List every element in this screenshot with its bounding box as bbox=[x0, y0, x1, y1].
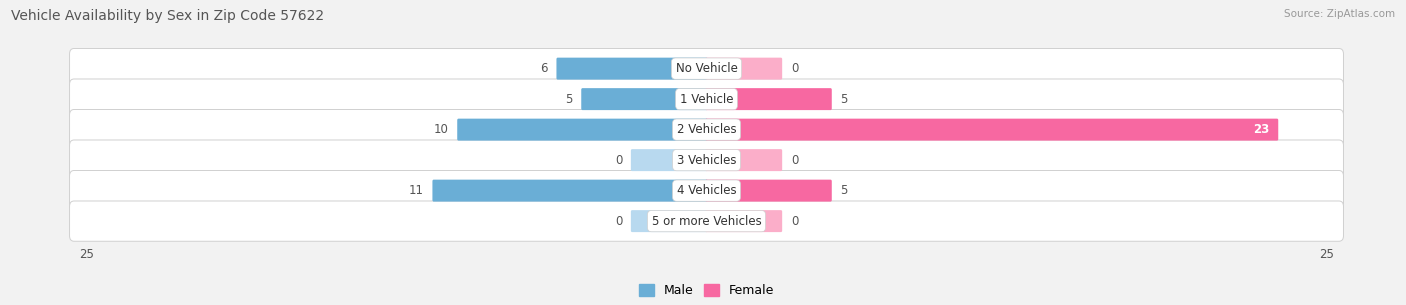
Text: No Vehicle: No Vehicle bbox=[675, 62, 738, 75]
FancyBboxPatch shape bbox=[557, 58, 707, 80]
FancyBboxPatch shape bbox=[581, 88, 707, 110]
FancyBboxPatch shape bbox=[706, 58, 782, 80]
Text: 5 or more Vehicles: 5 or more Vehicles bbox=[651, 215, 762, 228]
FancyBboxPatch shape bbox=[69, 140, 1344, 180]
FancyBboxPatch shape bbox=[69, 48, 1344, 89]
FancyBboxPatch shape bbox=[631, 210, 707, 232]
FancyBboxPatch shape bbox=[706, 149, 782, 171]
FancyBboxPatch shape bbox=[706, 210, 782, 232]
Text: 11: 11 bbox=[409, 184, 423, 197]
FancyBboxPatch shape bbox=[433, 180, 707, 202]
Text: 6: 6 bbox=[540, 62, 548, 75]
Text: 4 Vehicles: 4 Vehicles bbox=[676, 184, 737, 197]
FancyBboxPatch shape bbox=[631, 149, 707, 171]
Legend: Male, Female: Male, Female bbox=[638, 284, 775, 297]
FancyBboxPatch shape bbox=[69, 201, 1344, 241]
FancyBboxPatch shape bbox=[69, 170, 1344, 211]
Text: 0: 0 bbox=[614, 154, 623, 167]
Text: 0: 0 bbox=[790, 154, 799, 167]
FancyBboxPatch shape bbox=[706, 180, 832, 202]
FancyBboxPatch shape bbox=[69, 79, 1344, 119]
FancyBboxPatch shape bbox=[706, 88, 832, 110]
Text: 5: 5 bbox=[565, 93, 572, 106]
Text: 0: 0 bbox=[790, 62, 799, 75]
Text: 2 Vehicles: 2 Vehicles bbox=[676, 123, 737, 136]
Text: 0: 0 bbox=[614, 215, 623, 228]
FancyBboxPatch shape bbox=[457, 119, 707, 141]
Text: 5: 5 bbox=[841, 93, 848, 106]
Text: Vehicle Availability by Sex in Zip Code 57622: Vehicle Availability by Sex in Zip Code … bbox=[11, 9, 325, 23]
Text: Source: ZipAtlas.com: Source: ZipAtlas.com bbox=[1284, 9, 1395, 19]
Text: 3 Vehicles: 3 Vehicles bbox=[676, 154, 737, 167]
FancyBboxPatch shape bbox=[706, 119, 1278, 141]
Text: 0: 0 bbox=[790, 215, 799, 228]
Text: 1 Vehicle: 1 Vehicle bbox=[679, 93, 734, 106]
Text: 5: 5 bbox=[841, 184, 848, 197]
Text: 23: 23 bbox=[1253, 123, 1270, 136]
FancyBboxPatch shape bbox=[69, 109, 1344, 150]
Text: 10: 10 bbox=[433, 123, 449, 136]
